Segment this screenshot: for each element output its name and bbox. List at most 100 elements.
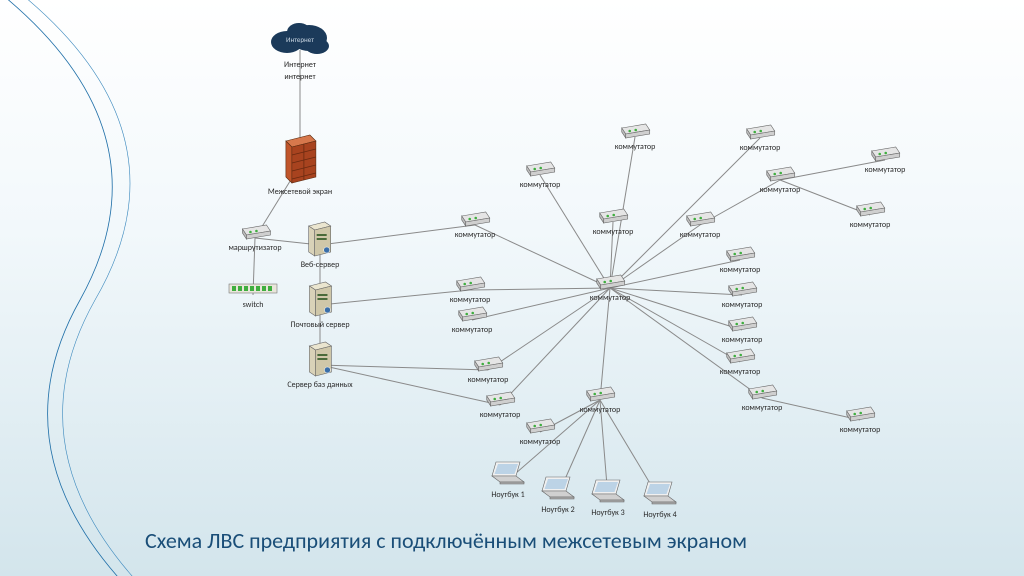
node-label: коммутатор [450,295,491,305]
edge [320,225,475,245]
switch-icon [680,210,721,228]
switch-icon [580,385,621,403]
node-label: коммутатор [680,230,721,240]
node-sw2: коммутатор [450,275,491,305]
server-icon [301,220,340,258]
node-sw5: коммутатор [480,390,521,420]
node-label: коммутатор [865,165,906,175]
cloud-icon: Интернет [265,18,335,58]
server-icon [290,280,349,318]
node-label: Веб-сервер [301,260,340,270]
node-label: маршрутизатор [228,243,281,253]
node-label: коммутатор [722,335,763,345]
node-label: Интернет [265,60,335,70]
svg-text:Интернет: Интернет [286,35,314,44]
node-label: коммутатор [742,403,783,413]
switch-icon [740,123,781,141]
node-label: Ноутбук 4 [640,510,680,520]
node-label: коммутатор [593,227,634,237]
node-label: коммутатор [740,143,781,153]
node-nb4: Ноутбук 4 [640,480,680,520]
switch-icon [228,223,281,241]
node-label: коммутатор [580,405,621,415]
node-sw17: коммутатор [720,347,761,377]
switch-icon [455,210,496,228]
switch-icon [760,165,801,183]
node-sw4: коммутатор [468,355,509,385]
switch-icon [840,405,881,423]
switch-icon [590,273,631,291]
node-label: коммутатор [722,300,763,310]
firewall-icon [268,133,332,185]
switch-icon [468,355,509,373]
switch-icon [452,305,493,323]
node-label: коммутатор [590,293,631,303]
laptop-icon [640,480,680,508]
node-sw11: коммутатор [760,165,801,195]
slide-title: Схема ЛВС предприятия с подключённым меж… [145,527,747,554]
switch-icon [865,145,906,163]
node-nb2: Ноутбук 2 [538,475,578,515]
switch-icon [593,207,634,225]
node-label: коммутатор [520,437,561,447]
slide: Интернет Интернет интернет Межсетевой эк… [0,0,1024,576]
switch-icon [450,275,491,293]
node-label: коммутатор [760,185,801,195]
laptop-icon [538,475,578,503]
node-sw8: коммутатор [615,122,656,152]
stackswitch-icon [227,280,279,298]
node-label: коммутатор [615,142,656,152]
node-nb3: Ноутбук 3 [588,478,628,518]
node-label: Почтовый сервер [290,320,349,330]
node-sw20: коммутатор [580,385,621,415]
node-stackswitch: switch [227,280,279,310]
switch-icon [742,383,783,401]
node-label: коммутатор [455,230,496,240]
node-label: switch [227,300,279,310]
server-icon [287,340,352,378]
node-mailserver: Почтовый сервер [290,280,349,330]
node-label: коммутатор [468,375,509,385]
node-sublabel: интернет [265,72,335,82]
node-sw19: коммутатор [840,405,881,435]
node-sw12: коммутатор [865,145,906,175]
switch-icon [722,315,763,333]
node-hub: коммутатор [590,273,631,303]
node-sw7: коммутатор [593,207,634,237]
switch-icon [720,347,761,365]
node-sw18: коммутатор [742,383,783,413]
node-label: Межсетевой экран [268,187,332,197]
switch-icon [520,160,561,178]
node-label: коммутатор [720,265,761,275]
switch-icon [722,280,763,298]
node-label: коммутатор [720,367,761,377]
node-label: Ноутбук 3 [588,508,628,518]
node-cloud: Интернет Интернет интернет [265,18,335,82]
node-sw14: коммутатор [720,245,761,275]
switch-icon [615,122,656,140]
node-sw9: коммутатор [740,123,781,153]
node-sw1: коммутатор [455,210,496,240]
node-sw3: коммутатор [452,305,493,335]
node-label: коммутатор [840,425,881,435]
node-sw13: коммутатор [850,200,891,230]
node-label: коммутатор [520,180,561,190]
node-label: Сервер баз данных [287,380,352,390]
switch-icon [520,417,561,435]
edge [600,288,610,400]
node-firewall: Межсетевой экран [268,133,332,197]
laptop-icon [488,460,528,488]
node-sw21: коммутатор [520,417,561,447]
node-label: коммутатор [480,410,521,420]
switch-icon [850,200,891,218]
switch-icon [720,245,761,263]
node-label: Ноутбук 1 [488,490,528,500]
node-sw6: коммутатор [520,160,561,190]
node-sw15: коммутатор [722,280,763,310]
node-label: Ноутбук 2 [538,505,578,515]
node-router: маршрутизатор [228,223,281,253]
switch-icon [480,390,521,408]
node-nb1: Ноутбук 1 [488,460,528,500]
node-sw10: коммутатор [680,210,721,240]
node-label: коммутатор [850,220,891,230]
